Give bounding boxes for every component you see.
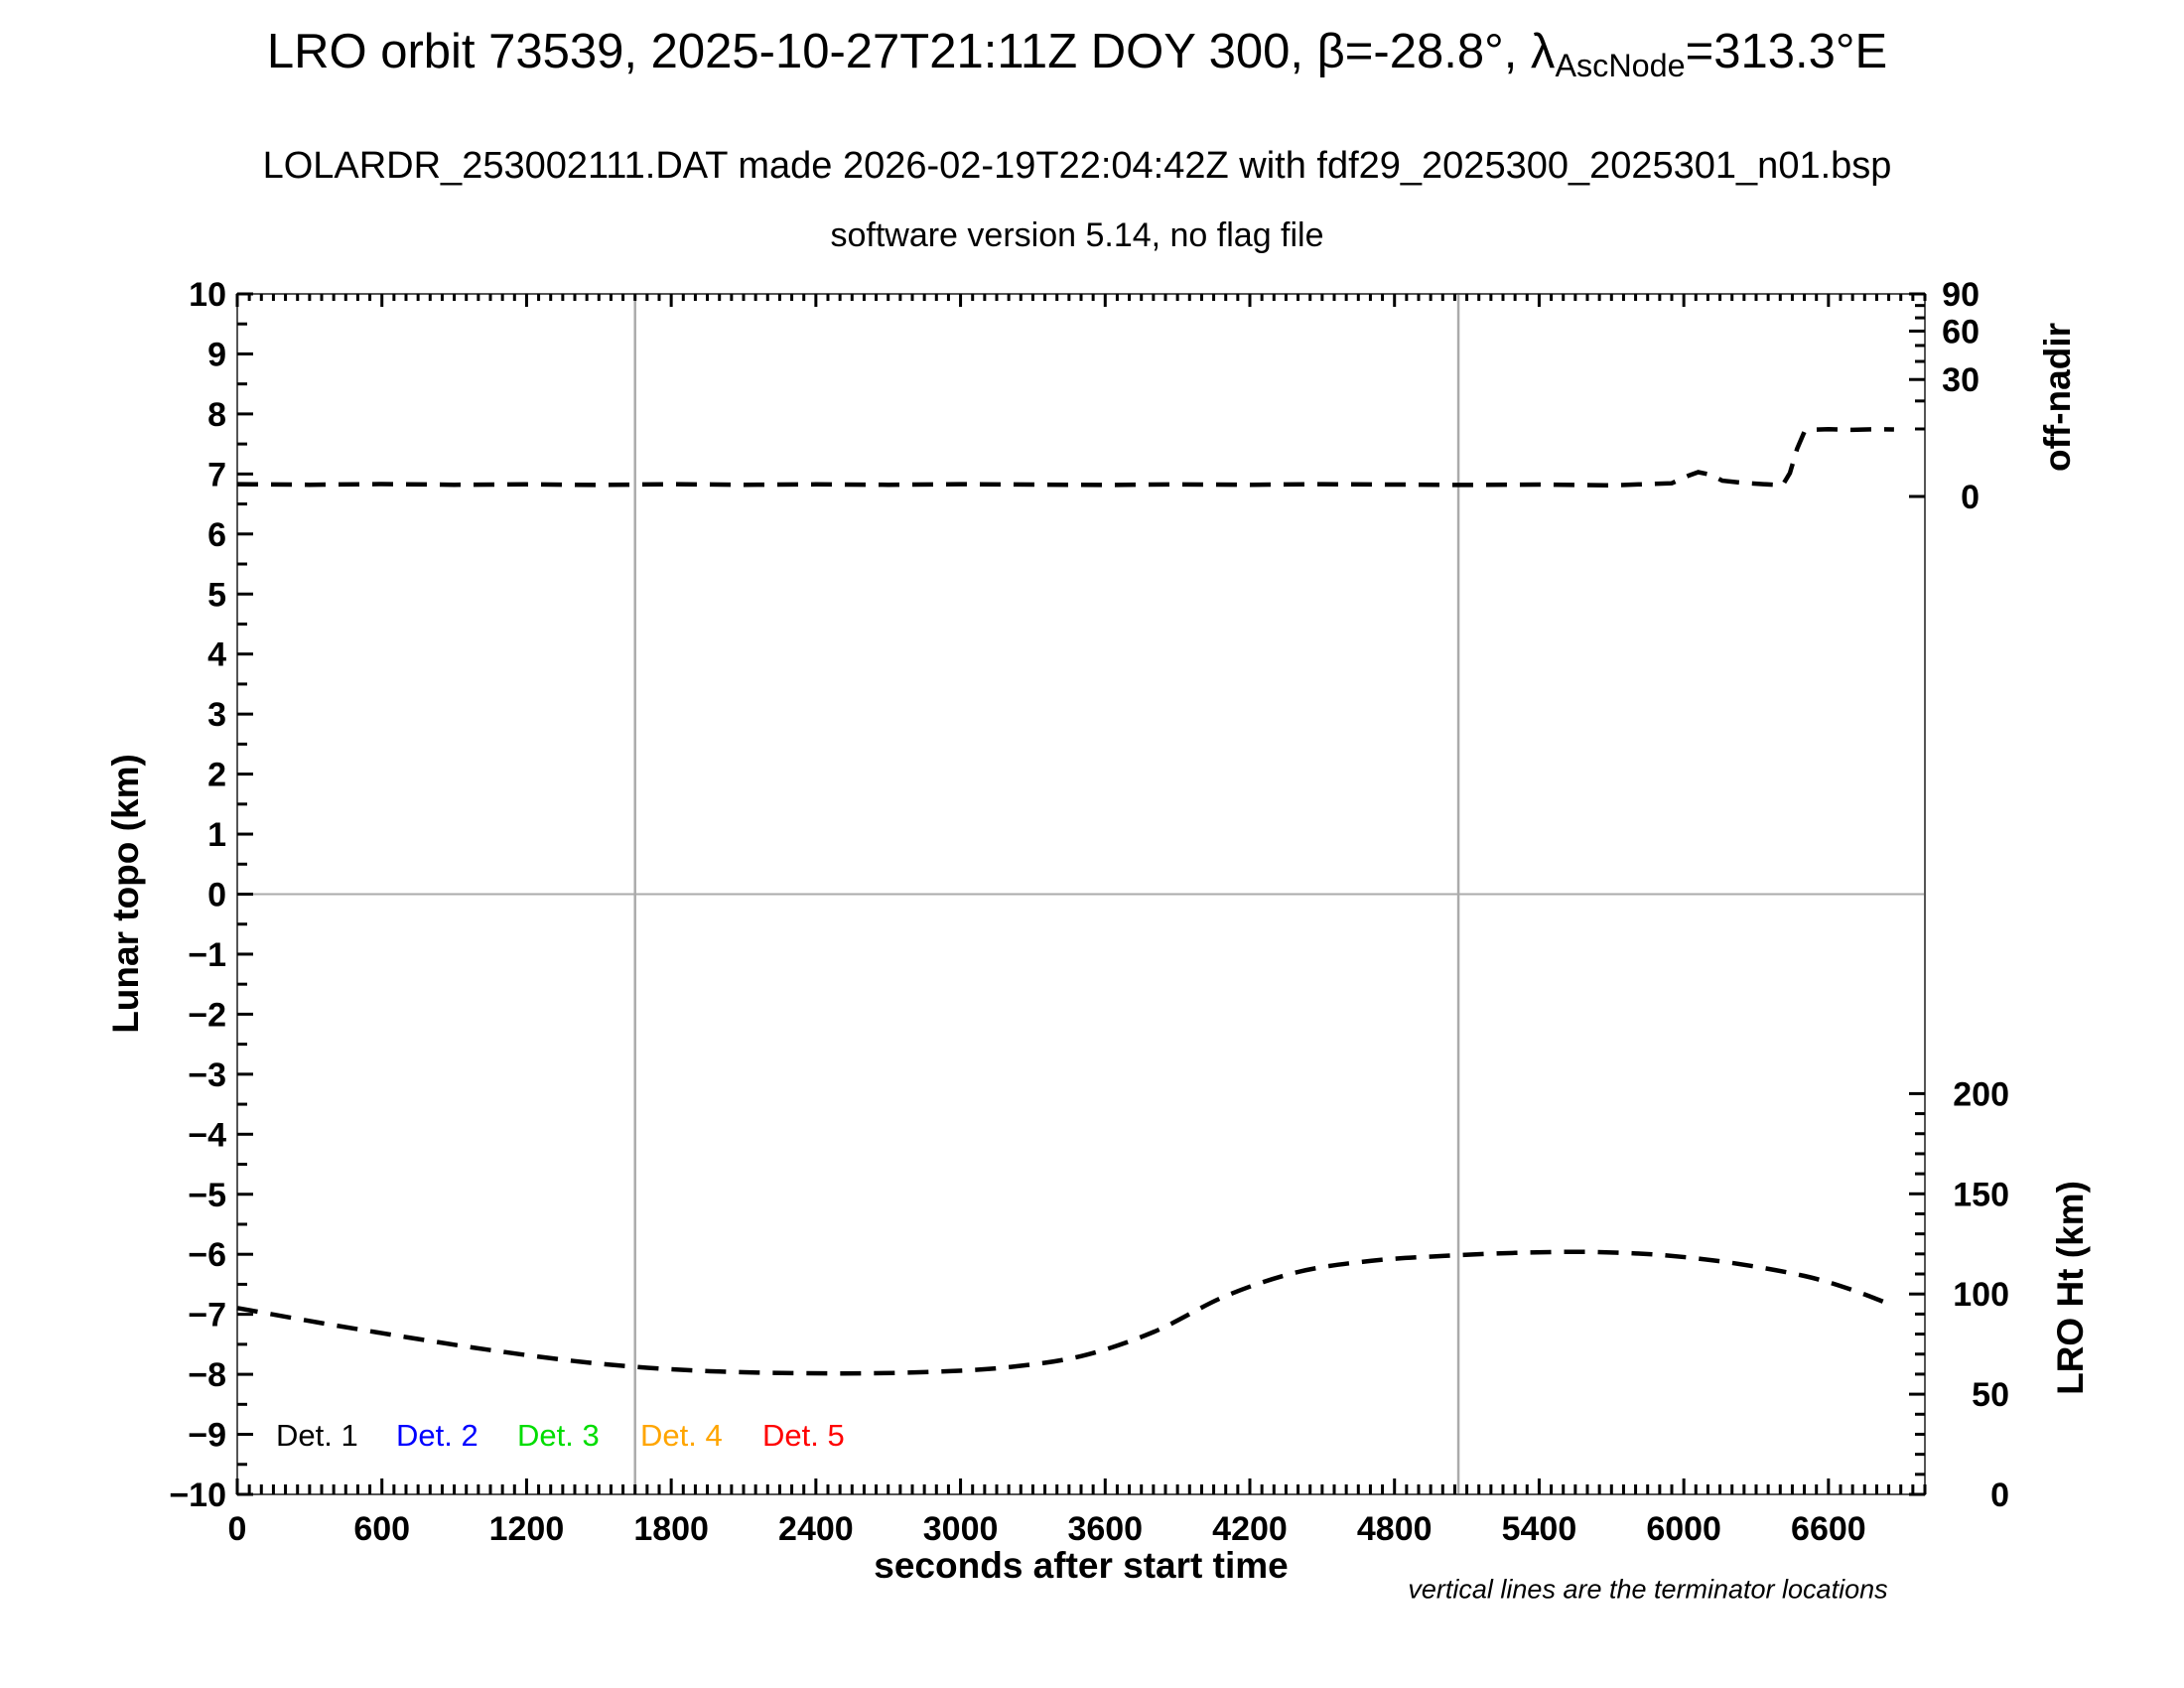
legend-item-det-3: Det. 3: [517, 1418, 600, 1453]
x-tick-label: 4800: [1357, 1510, 1433, 1548]
legend-item-det-2: Det. 2: [396, 1418, 478, 1453]
y-left-tick-label: −3: [188, 1056, 226, 1094]
legend-item-det-4: Det. 4: [640, 1418, 723, 1453]
y-left-tick-label: −1: [188, 936, 226, 974]
series-lro-height: [236, 1249, 1895, 1376]
ht-tick-label: 100: [1953, 1276, 2009, 1314]
y-left-tick-label: −7: [188, 1297, 226, 1335]
legend-item-det-1: Det. 1: [276, 1418, 358, 1453]
x-tick-label: 3000: [923, 1510, 999, 1548]
x-tick-label: 3600: [1067, 1510, 1143, 1548]
x-tick-label: 4200: [1212, 1510, 1288, 1548]
off-nadir-tick-label: 90: [1942, 276, 1979, 314]
y-left-tick-label: 4: [207, 636, 226, 674]
y-left-tick-label: 3: [207, 696, 226, 734]
ht-tick-label: 50: [1972, 1376, 2009, 1414]
y-left-tick-label: 1: [207, 816, 226, 854]
y-left-tick-label: −2: [188, 996, 226, 1034]
y-left-tick-label: −9: [188, 1417, 226, 1455]
y-left-tick-label: 8: [207, 396, 226, 434]
subtitle-software-version: software version 5.14, no flag file: [830, 216, 1324, 254]
ht-tick-label: 0: [1990, 1477, 2009, 1514]
x-axis-title: seconds after start time: [874, 1545, 1289, 1586]
x-tick-label: 6000: [1646, 1510, 1721, 1548]
y-left-tick-label: 10: [189, 276, 226, 314]
ht-tick-label: 200: [1953, 1075, 2009, 1113]
ht-tick-label: 150: [1953, 1176, 2009, 1213]
lro-ht-axis-title: LRO Ht (km): [2050, 1181, 2091, 1395]
x-tick-label: 5400: [1502, 1510, 1577, 1548]
x-tick-label: 0: [228, 1510, 247, 1548]
y-left-tick-label: 6: [207, 516, 226, 554]
title-lambda-subscript: AscNode: [1555, 48, 1686, 84]
x-tick-label: 1800: [633, 1510, 709, 1548]
terminator-footnote: vertical lines are the terminator locati…: [1408, 1574, 1888, 1605]
off-nadir-axis-title: off-nadir: [2037, 322, 2078, 473]
y-left-tick-label: 2: [207, 757, 226, 794]
legend-item-det-5: Det. 5: [762, 1418, 845, 1453]
off-nadir-tick-label: 60: [1942, 313, 1979, 351]
x-tick-label: 1200: [489, 1510, 565, 1548]
y-left-tick-label: 7: [207, 456, 226, 493]
title-prefix: LRO orbit 73539, 2025-10-27T21:11Z DOY 3…: [266, 25, 1556, 78]
page-title: LRO orbit 73539, 2025-10-27T21:11Z DOY 3…: [0, 24, 2154, 84]
y-left-tick-label: −6: [188, 1236, 226, 1274]
title-suffix: =313.3°E: [1685, 25, 1888, 78]
x-tick-label: 600: [353, 1510, 410, 1548]
y-left-tick-label: −10: [169, 1477, 226, 1514]
y-left-tick-label: 0: [207, 877, 226, 914]
off-nadir-tick-label: 30: [1942, 361, 1979, 399]
series-off-nadir: [236, 427, 1894, 489]
y-left-tick-label: −8: [188, 1356, 226, 1394]
x-tick-label: 6600: [1791, 1510, 1866, 1548]
y-left-axis-title: Lunar topo (km): [105, 754, 146, 1034]
y-left-tick-label: −5: [188, 1177, 226, 1214]
subtitle-file-info: LOLARDR_253002111.DAT made 2026-02-19T22…: [262, 145, 1892, 187]
off-nadir-tick-label: 0: [1961, 479, 1979, 516]
y-left-tick-label: −4: [188, 1116, 226, 1154]
y-left-tick-label: 5: [207, 576, 226, 614]
y-left-tick-label: 9: [207, 336, 226, 373]
x-tick-label: 2400: [778, 1510, 854, 1548]
